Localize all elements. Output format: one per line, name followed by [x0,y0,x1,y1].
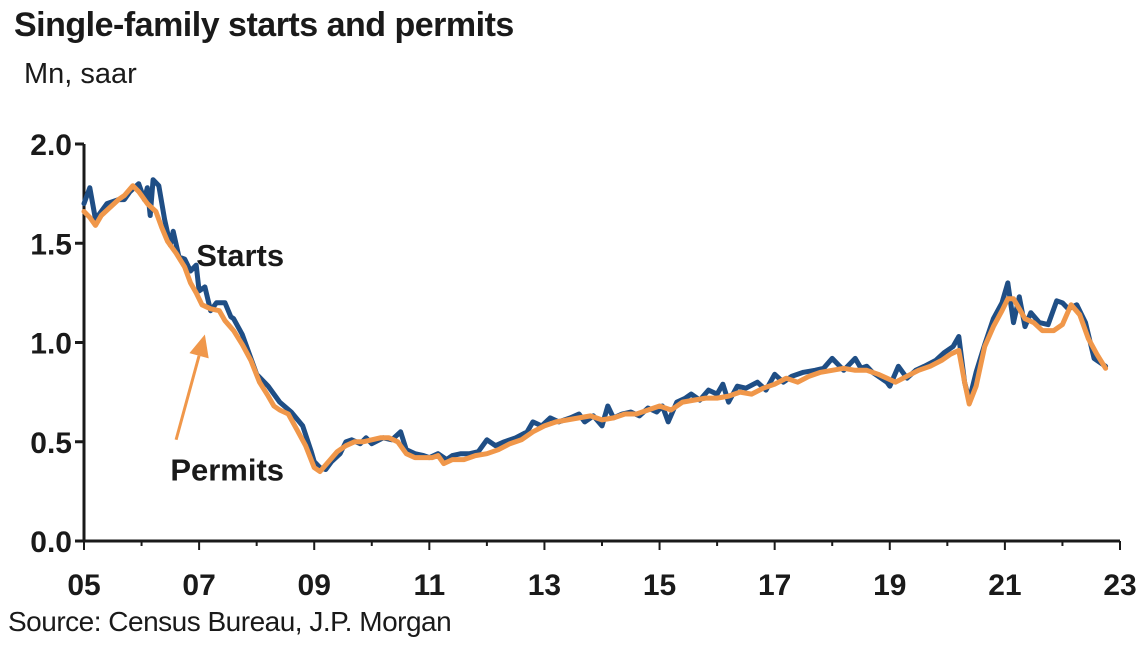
y-tick-label: 1.5 [30,228,72,261]
y-tick-label: 2.0 [30,129,72,162]
series-line-starts [81,177,1109,472]
x-tick-label: 19 [873,569,906,602]
series-layer [81,177,1109,474]
source-note: Source: Census Bureau, J.P. Morgan [8,606,452,637]
x-tick-label: 23 [1103,569,1136,602]
axes: 0.0 0.5 1.0 1.5 2.0 05 07 09 11 13 15 17 19 21 23 [30,129,1136,602]
y-tick-label: 1.0 [30,328,72,361]
annotation-layer: Starts Permits [170,238,284,487]
annotation-permits: Permits [170,453,284,488]
annotation-arrow-shaft [174,355,201,441]
x-tick-label: 15 [643,569,676,602]
x-tick-label: 21 [988,569,1021,602]
y-tick-label: 0.0 [30,526,72,559]
annotation-starts: Starts [196,238,284,273]
x-tick-label: 05 [67,569,100,602]
x-tick-label: 11 [413,569,445,602]
series-line-permits [81,183,1109,474]
x-tick-label: 13 [528,569,561,602]
x-tick-label: 09 [298,569,331,602]
x-tick-label: 17 [758,569,791,602]
unit-label: Mn, saar [24,58,137,90]
annotation-arrow-head [189,334,209,359]
chart-title: Single-family starts and permits [14,6,514,44]
x-tick-label: 07 [182,569,215,602]
y-tick-label: 0.5 [30,427,72,460]
